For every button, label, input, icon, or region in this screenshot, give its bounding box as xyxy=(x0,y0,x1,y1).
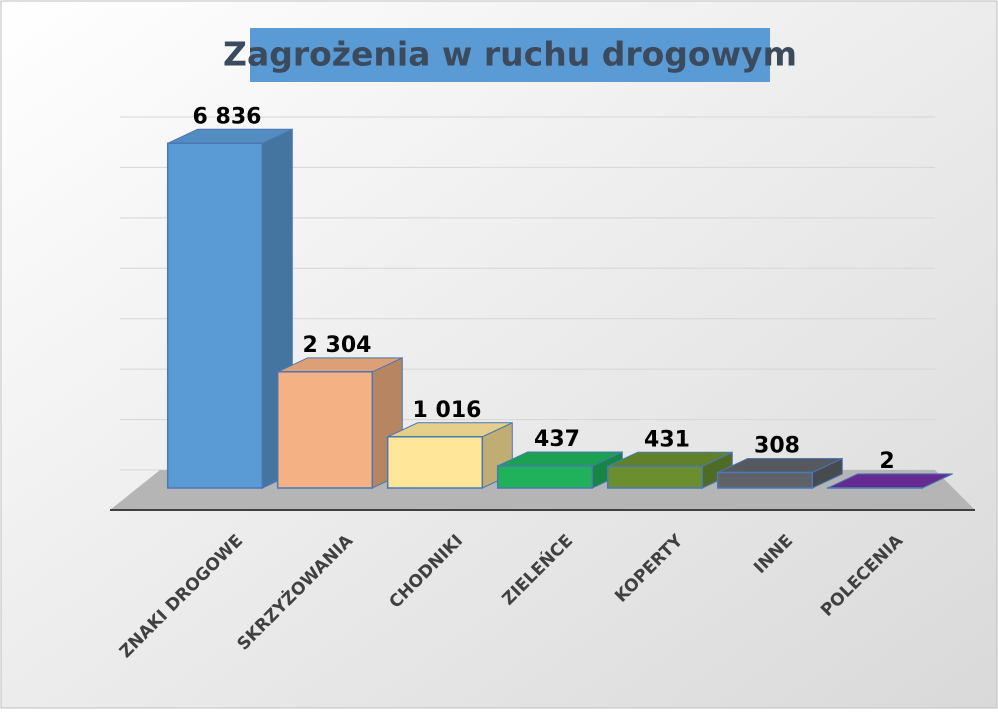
bar xyxy=(168,143,263,488)
bar xyxy=(498,466,593,488)
data-label: 431 xyxy=(644,427,690,452)
chart-title: Zagrożenia w ruchu drogowym xyxy=(223,35,797,74)
data-label: 6 836 xyxy=(193,104,262,129)
data-label: 2 304 xyxy=(303,333,372,358)
bar xyxy=(388,437,483,488)
data-label: 2 xyxy=(879,449,894,474)
data-label: 437 xyxy=(534,427,580,452)
bar xyxy=(718,472,813,488)
data-label: 308 xyxy=(754,433,800,458)
data-label: 1 016 xyxy=(413,398,482,423)
bar xyxy=(278,372,373,488)
bar xyxy=(608,466,703,488)
